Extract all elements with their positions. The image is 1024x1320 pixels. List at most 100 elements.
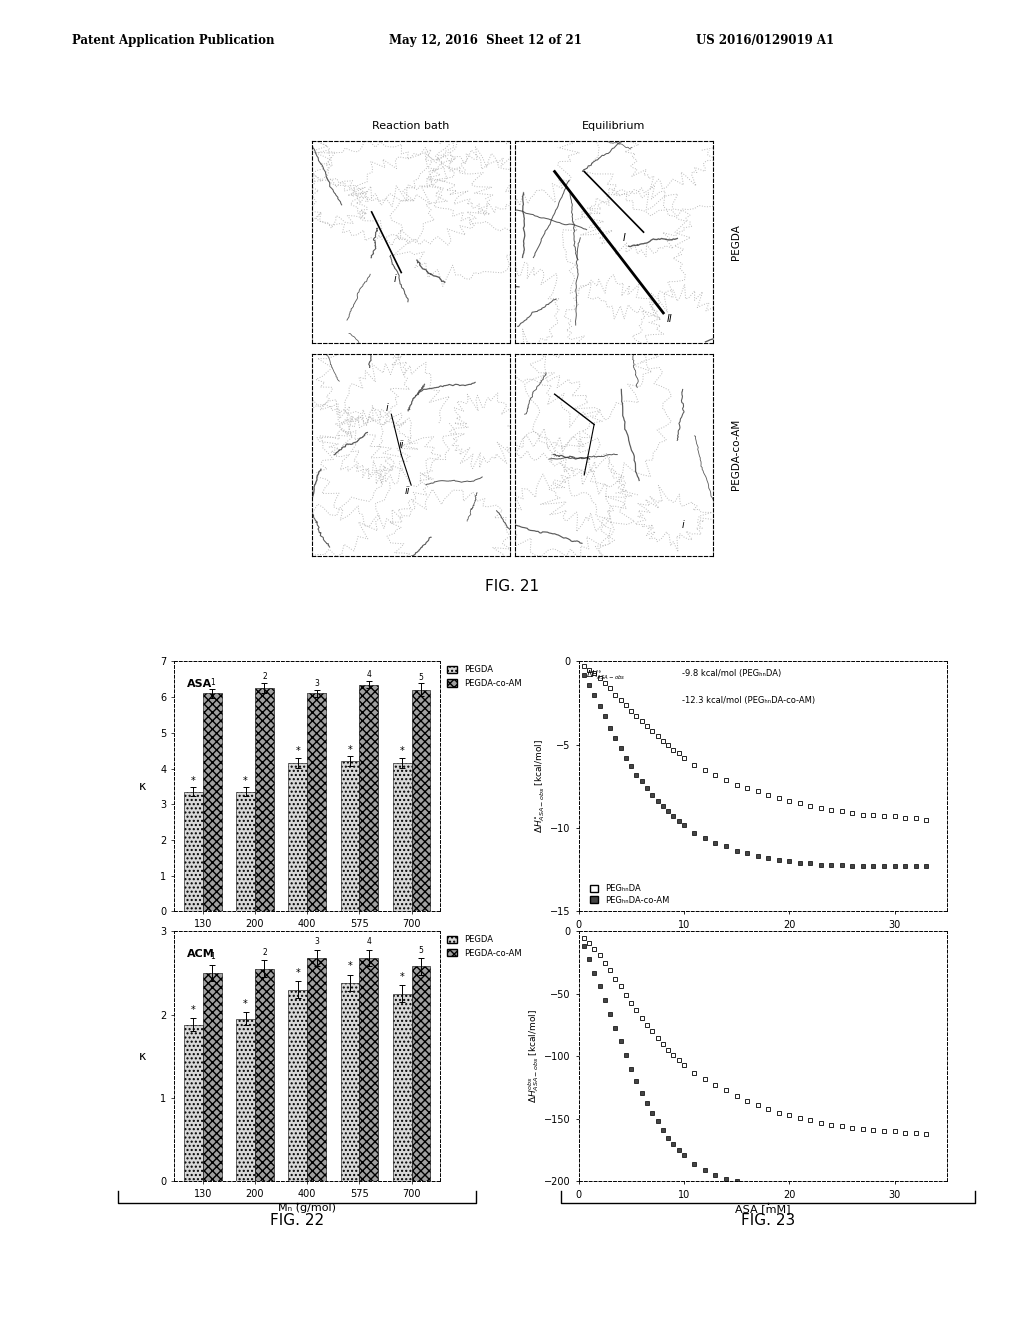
PEGₕₙDA bbox=[804, 1113, 816, 1129]
Bar bbox=[237, 1019, 255, 1181]
PEGₕₙDA bbox=[698, 1071, 711, 1086]
PEGₕₙDA bbox=[578, 659, 590, 675]
Text: *: * bbox=[244, 999, 248, 1008]
Bar bbox=[203, 693, 221, 911]
PEGₕₙDA bbox=[609, 686, 622, 702]
PEGₕₙDA-co-AM bbox=[878, 1191, 890, 1206]
PEGₕₙDA-co-AM bbox=[609, 730, 622, 746]
PEGₕₙDA bbox=[889, 1123, 901, 1139]
Line: PEGₕₙDA-co-AM: PEGₕₙDA-co-AM bbox=[582, 944, 929, 1201]
PEGₕₙDA-co-AM bbox=[614, 741, 627, 756]
Text: ASA: ASA bbox=[187, 678, 213, 689]
PEGₕₙDA-co-AM bbox=[631, 767, 643, 783]
PEGₕₙDA bbox=[636, 1010, 648, 1026]
PEGₕₙDA-co-AM bbox=[909, 1191, 922, 1206]
Text: -12.3 kcal/mol (PEGₕₙDA-co-AM): -12.3 kcal/mol (PEGₕₙDA-co-AM) bbox=[682, 697, 815, 705]
PEGₕₙDA-co-AM bbox=[662, 1130, 674, 1146]
PEGₕₙDA bbox=[920, 812, 932, 828]
PEGₕₙDA-co-AM bbox=[815, 1187, 827, 1203]
Bar bbox=[184, 1024, 203, 1181]
PEGₕₙDA-co-AM bbox=[646, 787, 658, 803]
PEGₕₙDA bbox=[804, 799, 816, 814]
PEGₕₙDA bbox=[772, 791, 784, 807]
PEGₕₙDA-co-AM bbox=[646, 1105, 658, 1121]
PEGₕₙDA-co-AM bbox=[604, 721, 616, 737]
Text: US 2016/0129019 A1: US 2016/0129019 A1 bbox=[696, 34, 835, 48]
PEGₕₙDA-co-AM bbox=[604, 1006, 616, 1022]
Bar bbox=[341, 762, 359, 911]
PEGₕₙDA bbox=[620, 697, 632, 713]
Bar bbox=[393, 763, 412, 911]
PEGₕₙDA bbox=[899, 1125, 911, 1140]
Text: *: * bbox=[244, 776, 248, 785]
PEGₕₙDA bbox=[688, 1065, 700, 1081]
PEGₕₙDA bbox=[878, 808, 890, 824]
PEGₕₙDA bbox=[836, 1118, 848, 1134]
PEGₕₙDA-co-AM bbox=[625, 1061, 637, 1077]
PEGₕₙDA bbox=[730, 1089, 742, 1105]
Text: 4: 4 bbox=[367, 937, 372, 946]
PEGₕₙDA bbox=[656, 734, 669, 750]
PEGₕₙDA-co-AM bbox=[920, 858, 932, 874]
PEGₕₙDA-co-AM bbox=[889, 1191, 901, 1206]
PEGₕₙDA-co-AM bbox=[899, 858, 911, 874]
PEGₕₙDA bbox=[625, 995, 637, 1011]
PEGₕₙDA-co-AM bbox=[599, 993, 611, 1008]
PEGₕₙDA-co-AM bbox=[752, 849, 764, 865]
PEGₕₙDA-co-AM bbox=[656, 1122, 669, 1138]
PEGₕₙDA bbox=[594, 948, 606, 964]
PEGₕₙDA-co-AM bbox=[636, 1085, 648, 1101]
Bar bbox=[307, 693, 326, 911]
PEGₕₙDA-co-AM bbox=[588, 686, 600, 702]
Line: PEGₕₙDA: PEGₕₙDA bbox=[582, 935, 929, 1137]
PEGₕₙDA-co-AM bbox=[698, 830, 711, 846]
Text: *: * bbox=[347, 961, 352, 972]
Bar bbox=[341, 983, 359, 1181]
PEGₕₙDA bbox=[578, 929, 590, 945]
Text: $\Delta H^{\circ}_{ASA-obs}$: $\Delta H^{\circ}_{ASA-obs}$ bbox=[586, 669, 626, 682]
PEGₕₙDA bbox=[867, 807, 880, 822]
Bar bbox=[203, 973, 221, 1181]
PEGₕₙDA-co-AM bbox=[673, 1142, 685, 1158]
PEGₕₙDA bbox=[604, 680, 616, 696]
Text: *: * bbox=[399, 972, 404, 982]
PEGₕₙDA bbox=[662, 1043, 674, 1059]
PEGₕₙDA-co-AM bbox=[688, 1156, 700, 1172]
PEGₕₙDA bbox=[688, 756, 700, 772]
Legend: PEGₕₙDA, PEGₕₙDA-co-AM: PEGₕₙDA, PEGₕₙDA-co-AM bbox=[590, 884, 670, 904]
Text: *: * bbox=[191, 776, 196, 785]
Text: ii: ii bbox=[398, 440, 404, 450]
Y-axis label: κ: κ bbox=[138, 780, 145, 793]
PEGₕₙDA-co-AM bbox=[762, 1181, 774, 1197]
PEGₕₙDA-co-AM bbox=[583, 950, 595, 966]
Y-axis label: κ: κ bbox=[138, 1049, 145, 1063]
PEGₕₙDA bbox=[815, 1114, 827, 1130]
PEGₕₙDA-co-AM bbox=[588, 965, 600, 981]
Text: *: * bbox=[191, 1005, 196, 1015]
PEGₕₙDA-co-AM bbox=[794, 1185, 806, 1201]
PEGₕₙDA-co-AM bbox=[804, 855, 816, 871]
PEGₕₙDA-co-AM bbox=[668, 808, 680, 824]
Bar bbox=[255, 688, 273, 911]
PEGₕₙDA bbox=[752, 1097, 764, 1113]
Bar bbox=[393, 994, 412, 1181]
PEGₕₙDA bbox=[668, 742, 680, 758]
PEGₕₙDA bbox=[720, 772, 732, 788]
PEGₕₙDA bbox=[710, 767, 722, 783]
PEGₕₙDA-co-AM bbox=[668, 1137, 680, 1152]
PEGₕₙDA-co-AM bbox=[909, 858, 922, 874]
PEGₕₙDA bbox=[588, 665, 600, 681]
PEGₕₙDA bbox=[710, 1077, 722, 1093]
PEGₕₙDA-co-AM bbox=[599, 709, 611, 725]
Text: 5: 5 bbox=[419, 673, 424, 681]
PEGₕₙDA bbox=[741, 1093, 754, 1109]
Text: FIG. 23: FIG. 23 bbox=[741, 1213, 795, 1228]
PEGₕₙDA-co-AM bbox=[720, 838, 732, 854]
PEGₕₙDA bbox=[614, 692, 627, 708]
PEGₕₙDA bbox=[673, 1052, 685, 1068]
Text: 5: 5 bbox=[419, 945, 424, 954]
PEGₕₙDA-co-AM bbox=[846, 858, 858, 874]
Text: 3: 3 bbox=[314, 937, 319, 946]
PEGₕₙDA bbox=[656, 1036, 669, 1052]
PEGₕₙDA-co-AM bbox=[651, 793, 664, 809]
